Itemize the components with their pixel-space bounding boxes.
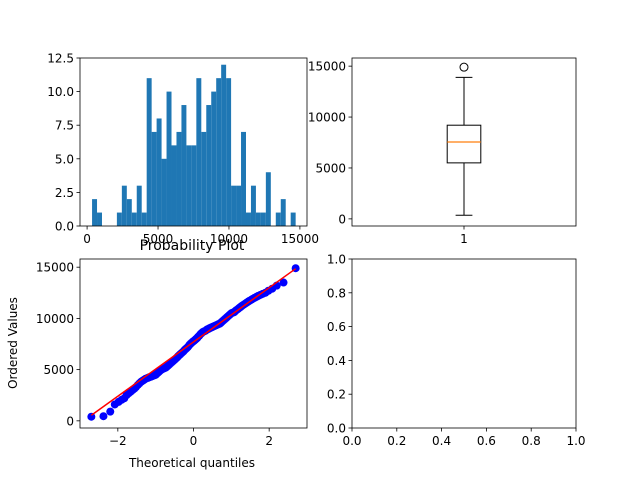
histogram-y-ticks: 0.0 2.5 5.0 7.5 10.0 12.5 — [47, 52, 80, 234]
histogram-bar — [290, 212, 296, 226]
empty-axes-y-ticks: 0.0 0.2 0.4 0.6 0.8 1.0 — [327, 253, 352, 436]
histogram-bar — [146, 78, 152, 226]
histogram-bar — [161, 158, 167, 226]
histogram-bar — [231, 185, 237, 226]
probability-plot-x-tick-label: −2 — [109, 434, 127, 448]
boxplot-outlier — [459, 62, 469, 72]
histogram-bar — [236, 185, 242, 226]
histogram-y-tick-label: 7.5 — [55, 119, 74, 133]
histogram-bar — [250, 185, 256, 226]
histogram-bar — [245, 212, 251, 226]
histogram-y-tick-label: 0.0 — [55, 220, 74, 234]
histogram-bar — [241, 131, 246, 226]
empty-axes-y-tick-label: 0.0 — [327, 422, 346, 436]
histogram-bar — [126, 199, 132, 226]
empty-axes-frame — [351, 258, 577, 429]
histogram-bar — [196, 78, 202, 226]
probability-plot-x-tick-label: 2 — [265, 434, 273, 448]
histogram-bar — [136, 185, 142, 226]
empty-axes-y-tick-label: 0.2 — [327, 388, 346, 402]
histogram-bar — [151, 131, 157, 226]
empty-axes-x-tick-label: 0.4 — [432, 434, 451, 448]
probability-plot-y-ticks: 0 5000 10000 15000 — [36, 261, 80, 428]
empty-axes-x-tick-label: 0.0 — [342, 434, 361, 448]
histogram-y-tick-label: 10.0 — [47, 85, 74, 99]
histogram-bar — [211, 91, 217, 226]
histogram-bar — [92, 199, 98, 226]
histogram-axes: 0 5000 10000 15000 0.0 2.5 5.0 7.5 10.0 12.5 — [47, 52, 319, 247]
boxplot-y-tick-label: 15000 — [308, 60, 346, 74]
probability-plot-fit-line — [90, 268, 297, 416]
probability-plot-axes: −2 0 2 0 5000 10000 15000 Probability Plot Th… — [6, 238, 308, 470]
boxplot-y-tick-label: 0 — [338, 212, 346, 226]
boxplot-x-ticks: 1 — [460, 226, 468, 246]
histogram-y-tick-label: 2.5 — [55, 186, 74, 200]
histogram-bar — [226, 78, 232, 226]
histogram-bar — [116, 212, 122, 226]
probability-plot-point — [99, 412, 108, 421]
probability-plot-x-tick-label: 0 — [190, 434, 198, 448]
empty-axes-y-tick-label: 0.6 — [327, 320, 346, 334]
histogram-bar — [166, 91, 172, 226]
histogram-y-tick-label: 5.0 — [55, 152, 74, 166]
empty-axes-y-tick-label: 1.0 — [327, 253, 346, 267]
probability-plot-point — [279, 278, 288, 287]
histogram-x-tick-label: 10000 — [210, 232, 248, 246]
probability-plot-y-label: Ordered Values — [6, 297, 20, 389]
histogram-frame — [79, 57, 308, 227]
histogram-x-tick-label: 5000 — [143, 232, 174, 246]
empty-axes-y-tick-label: 0.4 — [327, 354, 346, 368]
probability-plot-y-tick-label: 5000 — [43, 363, 74, 377]
empty-axes-x-tick-label: 0.8 — [522, 434, 541, 448]
histogram-bar — [280, 199, 286, 226]
histogram-bar — [156, 118, 162, 226]
boxplot-y-tick-label: 10000 — [308, 111, 346, 125]
histogram-bar — [121, 185, 127, 226]
probability-plot-point — [106, 407, 115, 416]
empty-axes-y-tick-label: 0.8 — [327, 286, 346, 300]
histogram-bar — [216, 78, 222, 226]
boxplot-y-ticks: 0 5000 10000 15000 — [308, 60, 352, 226]
probability-plot-marks — [87, 264, 300, 421]
empty-axes: 0.0 0.2 0.4 0.6 0.8 1.0 0.0 0.2 0.4 0.6 0.8 1.0 — [327, 253, 586, 449]
probability-plot-y-tick-label: 10000 — [36, 312, 74, 326]
probability-plot-y-tick-label: 15000 — [36, 261, 74, 275]
histogram-x-tick-label: 0 — [83, 232, 91, 246]
probability-plot-y-tick-label: 0 — [66, 414, 74, 428]
histogram-bar — [176, 131, 182, 226]
histogram-bar — [171, 145, 177, 226]
histogram-bar — [131, 212, 137, 226]
histogram-y-tick-label: 12.5 — [47, 52, 74, 66]
histogram-x-ticks: 0 5000 10000 15000 — [83, 226, 319, 246]
histogram-bar — [206, 105, 212, 226]
histogram-bar — [186, 145, 192, 226]
empty-axes-x-tick-label: 0.2 — [387, 434, 406, 448]
boxplot-axes: 1 0 5000 10000 15000 — [308, 57, 577, 246]
histogram-bars — [92, 64, 296, 226]
histogram-bar — [275, 212, 281, 226]
empty-axes-x-ticks: 0.0 0.2 0.4 0.6 0.8 1.0 — [342, 428, 586, 448]
histogram-bar — [260, 212, 266, 226]
probability-plot-x-label: Theoretical quantiles — [128, 456, 255, 470]
boxplot-x-tick-label: 1 — [460, 232, 468, 246]
probability-plot-x-ticks: −2 0 2 — [109, 428, 273, 448]
empty-axes-x-tick-label: 1.0 — [566, 434, 585, 448]
empty-axes-x-tick-label: 0.6 — [477, 434, 496, 448]
histogram-bar — [201, 131, 207, 226]
histogram-bar — [141, 212, 147, 226]
histogram-bar — [221, 64, 227, 226]
histogram-bar — [265, 172, 271, 226]
probability-plot-title: Probability Plot — [140, 238, 245, 254]
histogram-bar — [191, 145, 197, 226]
histogram-bar — [97, 212, 102, 226]
histogram-x-tick-label: 15000 — [281, 232, 319, 246]
boxplot-marks — [446, 62, 482, 216]
histogram-bar — [181, 105, 187, 226]
boxplot-y-tick-label: 5000 — [315, 161, 346, 175]
histogram-bar — [255, 212, 261, 226]
boxplot-box — [446, 124, 482, 164]
